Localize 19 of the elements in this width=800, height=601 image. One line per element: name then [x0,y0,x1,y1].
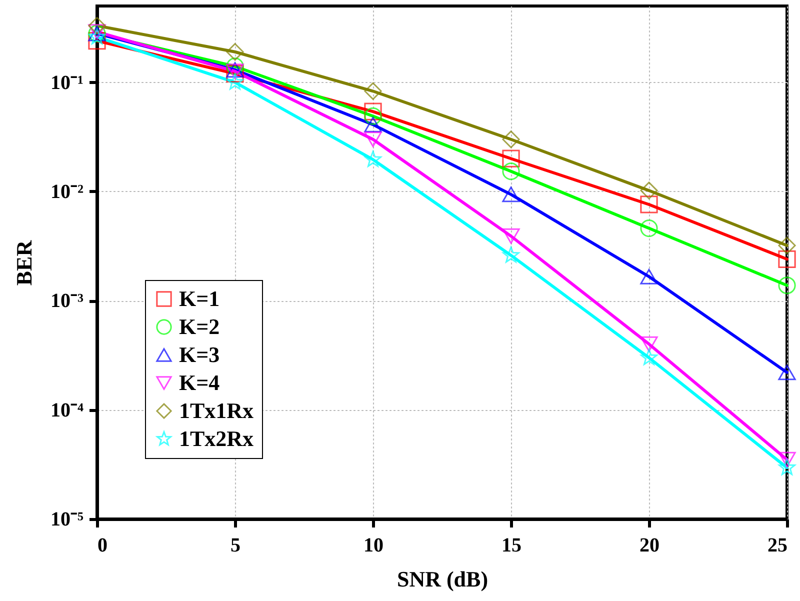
y-tick-label: 10⁻³ [50,290,84,312]
x-tick-label: 20 [640,534,660,556]
x-tick-label: 15 [502,534,522,556]
legend-label: K=1 [179,286,220,311]
x-tick-label: 25 [768,534,788,556]
x-tick-label: 5 [230,534,240,556]
legend-label: K=2 [179,314,220,339]
x-axis-title: SNR (dB) [396,566,488,592]
y-tick-label: 10⁻⁵ [50,508,84,530]
legend-label: 1Tx2Rx [179,426,254,451]
y-tick-label: 10⁻⁴ [50,399,84,422]
legend-label: K=3 [179,342,220,367]
legend-label: K=4 [179,370,220,395]
y-tick-label: 10⁻² [50,180,84,203]
y-tick-label: 10⁻¹ [50,72,84,94]
y-axis-title: BER [12,239,37,286]
legend-label: 1Tx1Rx [179,398,254,423]
x-tick-label: 0 [98,534,108,556]
x-tick-label: 10 [364,534,384,556]
